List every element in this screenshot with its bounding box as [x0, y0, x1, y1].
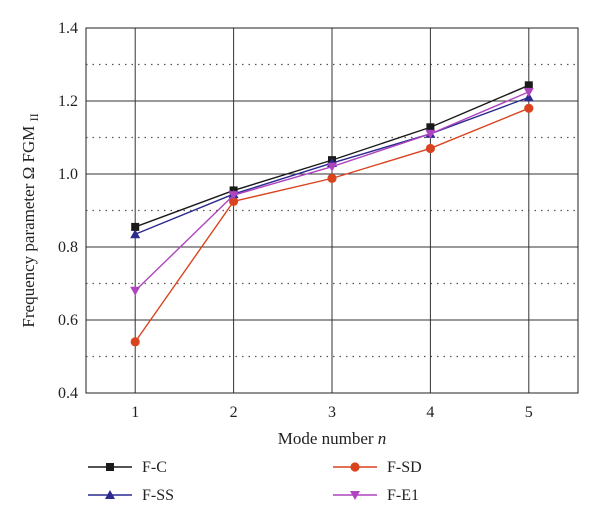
data-point-f-sd [524, 103, 534, 113]
x-axis-title: Mode number n [278, 429, 387, 448]
series-f-e1 [130, 87, 534, 296]
tick-labels: 0.4 0.6 0.8 1.0 1.2 1.4 1 2 3 4 5 [58, 20, 533, 421]
legend-label: F-SS [142, 487, 174, 504]
data-point-f-e1 [228, 191, 239, 201]
legend-label: F-E1 [387, 487, 419, 504]
series-f-sd [130, 103, 534, 347]
grid [86, 28, 578, 393]
legend-swatch-marker [350, 491, 360, 500]
legend-item-f-sd: F-SD [333, 459, 422, 476]
y-tick-label: 1.4 [58, 20, 78, 37]
data-point-f-e1 [523, 87, 534, 97]
x-tick-label: 2 [230, 404, 238, 421]
legend-label: F-C [142, 459, 167, 476]
x-tick-label: 1 [131, 404, 139, 421]
x-tick-label: 3 [328, 404, 336, 421]
legend-swatch-marker [350, 462, 360, 472]
x-tick-label: 5 [525, 404, 533, 421]
data-point-f-sd [130, 337, 140, 347]
y-tick-label: 1.2 [58, 93, 78, 110]
y-axis-label: Frequency parameter Ω FGM [19, 126, 38, 328]
data-point-f-c [131, 222, 140, 231]
legend-label: F-SD [387, 459, 422, 476]
y-tick-label: 0.8 [58, 239, 78, 256]
x-tick-label: 4 [426, 404, 434, 421]
data-point-f-e1 [327, 162, 337, 172]
data-point-f-ss [130, 229, 141, 239]
legend-item-f-ss: F-SS [88, 487, 174, 504]
data-point-f-c [426, 123, 435, 132]
data-point-f-c [524, 81, 533, 90]
legend-item-f-e1: F-E1 [333, 487, 419, 504]
y-tick-label: 1.0 [58, 166, 78, 183]
data-point-f-sd [327, 173, 337, 183]
y-tick-label: 0.6 [58, 312, 78, 329]
data-point-f-e1 [425, 129, 436, 139]
y-axis-subscript: II [27, 113, 41, 121]
plot-frame [85, 27, 579, 394]
data-point-f-sd [229, 196, 239, 206]
x-axis-label: Mode number [278, 429, 374, 448]
data-point-f-sd [425, 143, 435, 154]
y-axis-title: Frequency parameter Ω FGM II [19, 113, 41, 327]
legend-swatch-marker [105, 490, 115, 499]
series-layer [130, 81, 534, 347]
legend: F-C F-SD F-SS F-E1 [88, 459, 422, 504]
x-axis-variable: n [378, 429, 387, 448]
legend-item-f-c: F-C [88, 459, 167, 476]
y-tick-label: 0.4 [58, 385, 78, 402]
legend-swatch-marker [106, 463, 114, 471]
data-point-f-e1 [130, 286, 141, 296]
